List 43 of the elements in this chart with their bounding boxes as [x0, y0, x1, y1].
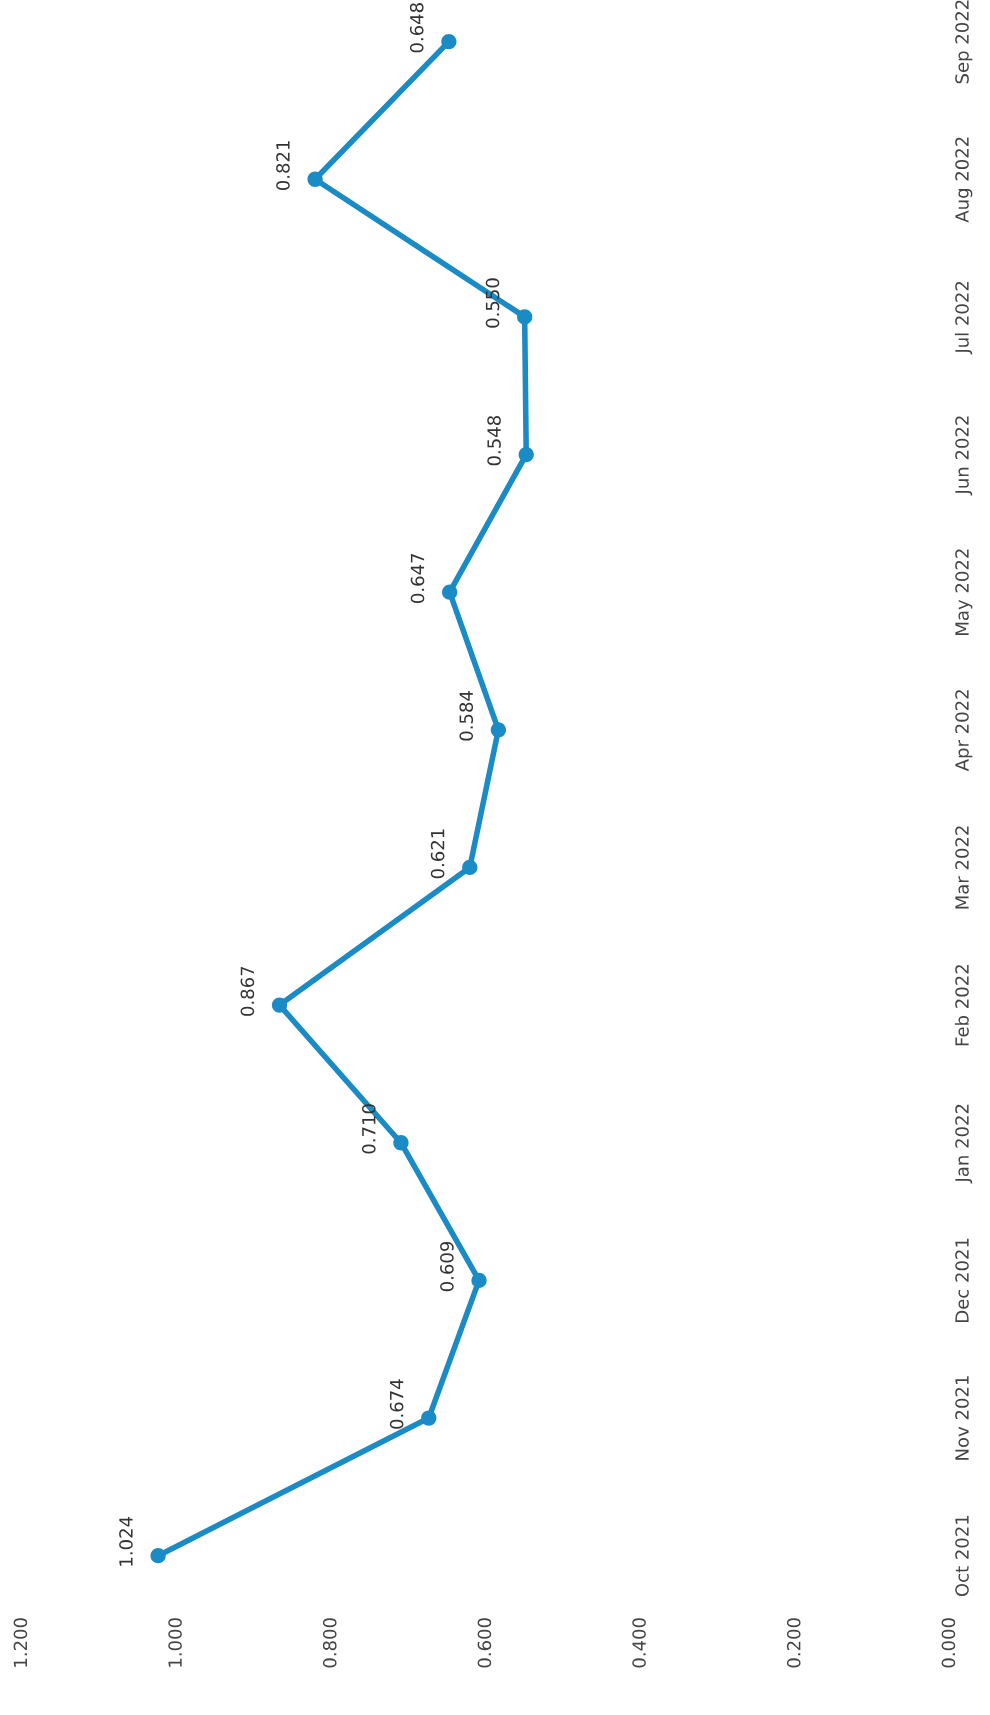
y-tick-label: Nov 2021	[955, 1376, 969, 1460]
x-tick-label: 1.200	[13, 1618, 28, 1667]
point	[442, 584, 458, 600]
y-tick-label: Feb 2022	[954, 965, 969, 1046]
data-label: 0.550	[485, 278, 500, 328]
data-label: 0.821	[276, 141, 290, 191]
data-label: 1.024	[119, 1516, 133, 1566]
data-label: 0.648	[409, 3, 424, 53]
y-tick-label: Mar 2022	[955, 826, 969, 909]
x-tick-label: 1.000	[168, 1618, 182, 1667]
point	[518, 446, 534, 463]
point	[517, 309, 533, 325]
point	[490, 722, 507, 738]
x-tick-label: 0.400	[632, 1618, 646, 1668]
point	[462, 859, 478, 876]
x-tick-label: 0.200	[786, 1618, 801, 1668]
data-label: 0.647	[410, 553, 425, 603]
y-tick-label: Dec 2021	[955, 1238, 969, 1322]
y-tick-label: Apr 2022	[955, 690, 973, 772]
y-tick-label: Jan 2022	[955, 1104, 973, 1184]
data-label: 0.548	[487, 416, 501, 466]
data-label: 0.584	[459, 691, 474, 741]
data-label: 0.710	[361, 1104, 376, 1154]
data-label: 0.674	[389, 1379, 404, 1429]
point	[421, 1410, 437, 1426]
y-tick-label: Jun 2022	[955, 416, 973, 496]
data-label: 0.621	[430, 829, 445, 879]
data-label: 0.609	[440, 1241, 454, 1292]
point	[150, 1548, 166, 1564]
data-label: 0.867	[240, 966, 255, 1016]
point	[393, 1135, 409, 1151]
point	[271, 997, 288, 1013]
x-tick-label: 0.800	[322, 1618, 337, 1668]
point	[471, 1272, 487, 1289]
y-tick-label: Aug 2022	[955, 137, 973, 223]
y-tick-label: Jul 2022	[954, 281, 973, 355]
y-tick-label: May 2022	[955, 549, 973, 635]
y-tick-label: Oct 2021	[955, 1515, 969, 1597]
x-tick-label: 0.000	[941, 1618, 956, 1668]
point	[441, 33, 457, 50]
x-tick-label: 0.600	[477, 1618, 492, 1668]
y-tick-label: Sep 2022	[955, 0, 973, 84]
point	[307, 171, 323, 187]
